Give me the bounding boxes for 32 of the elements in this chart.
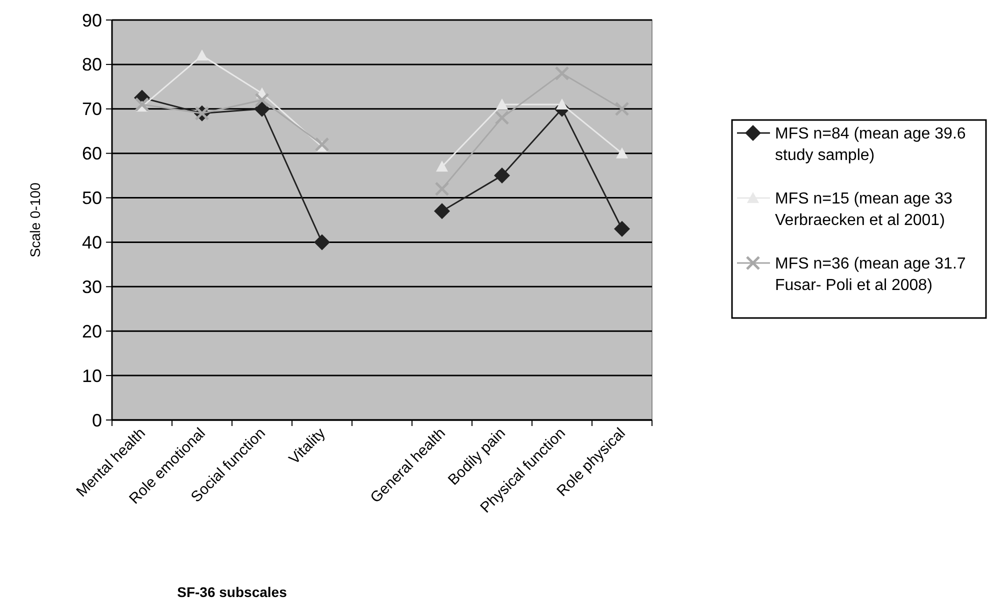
y-tick-label: 60 bbox=[82, 144, 102, 164]
point bbox=[254, 92, 270, 108]
y-tick-label: 50 bbox=[82, 188, 102, 208]
point bbox=[196, 50, 208, 61]
y-tick-label: 0 bbox=[92, 410, 102, 430]
point bbox=[436, 160, 448, 172]
point bbox=[556, 98, 568, 110]
point bbox=[616, 147, 628, 158]
point bbox=[554, 66, 570, 81]
point bbox=[254, 100, 270, 117]
y-tick-label: 40 bbox=[82, 232, 102, 253]
point bbox=[496, 98, 508, 110]
y-tick-label: 70 bbox=[82, 99, 102, 120]
y-axis-title: Scale 0-100 bbox=[27, 182, 43, 258]
point bbox=[494, 168, 510, 184]
y-tick-label: 90 bbox=[82, 10, 102, 30]
point bbox=[434, 182, 450, 196]
point bbox=[314, 234, 330, 250]
point bbox=[614, 102, 630, 116]
legend-label: MFS n=36 (mean age 31.7 Fusar- Poli et al 2008) bbox=[775, 256, 966, 294]
point bbox=[314, 137, 330, 152]
point bbox=[434, 203, 450, 220]
y-tick-label: 10 bbox=[82, 366, 102, 386]
point bbox=[134, 97, 150, 112]
x-axis-title: SF-36 subscales bbox=[177, 584, 288, 600]
legend-label: MFS n=84 (mean age 39.6 study sample) bbox=[775, 126, 966, 164]
point bbox=[494, 110, 510, 126]
y-tick-label: 20 bbox=[82, 321, 102, 342]
y-tick-label: 80 bbox=[82, 54, 102, 75]
y-tick-label: 30 bbox=[82, 276, 102, 297]
legend-label: MFS n=15 (mean age 33 Verbraecken et al 2001) bbox=[775, 190, 953, 230]
point bbox=[614, 220, 630, 237]
